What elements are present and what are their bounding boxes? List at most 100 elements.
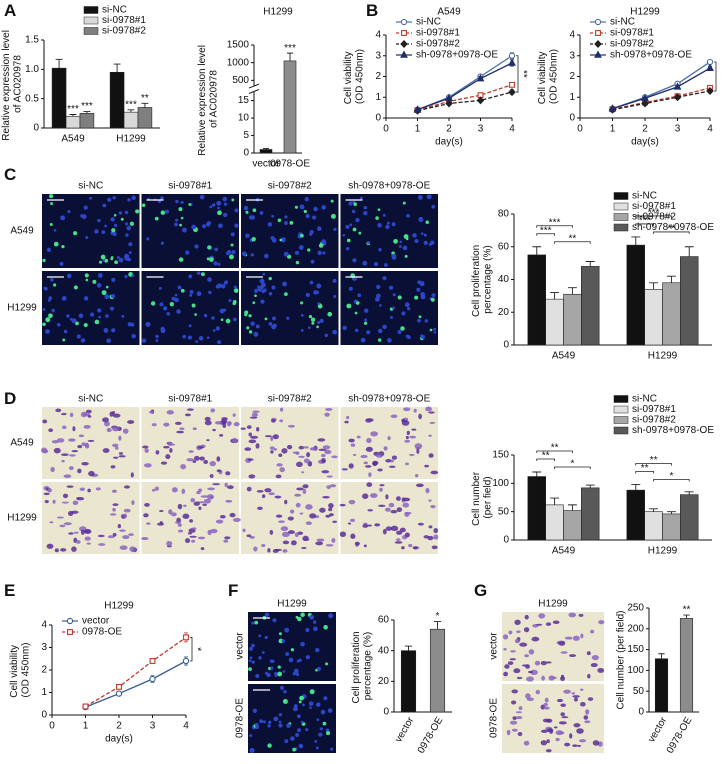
cell [417, 318, 421, 323]
y-axis-label: Cell viability (OD 450nm) [9, 642, 32, 698]
cell [294, 668, 299, 674]
y-tick-label: 0 [569, 113, 575, 124]
cell [207, 245, 212, 250]
cell [232, 437, 237, 443]
cell [427, 535, 434, 541]
cell [163, 422, 170, 427]
cell [128, 251, 132, 254]
cell [122, 535, 130, 540]
cell [94, 229, 99, 234]
cell [313, 626, 318, 632]
cell [179, 427, 185, 430]
cell [66, 314, 70, 318]
cell [144, 463, 152, 468]
cell [315, 702, 321, 707]
cell [318, 732, 323, 737]
cell [553, 726, 558, 729]
error-bar [666, 275, 676, 283]
significance: * [191, 647, 202, 651]
cell [322, 721, 327, 726]
cell [203, 313, 208, 318]
cell [339, 503, 346, 507]
cell [378, 248, 382, 252]
cell [355, 217, 360, 223]
y-axis-label: Cell viability (OD 450nm) [343, 49, 366, 105]
cell [123, 513, 127, 519]
marker [476, 96, 485, 105]
cell [382, 324, 387, 330]
cell [270, 435, 274, 442]
cell [118, 257, 124, 263]
cell [221, 284, 226, 289]
bar [644, 289, 663, 346]
error-bar [684, 491, 694, 495]
cell [210, 528, 218, 534]
cell [365, 418, 374, 422]
bar [527, 476, 546, 541]
cell [258, 656, 262, 660]
chart-title: A549 [437, 7, 461, 18]
legend-label: si-0978#1 [632, 404, 676, 415]
cell [306, 452, 311, 458]
cell [416, 448, 420, 454]
cell [171, 296, 176, 301]
cell [586, 651, 591, 656]
line [85, 636, 187, 708]
cell [254, 294, 257, 298]
marker [82, 703, 89, 710]
cell [577, 744, 581, 747]
cell [49, 521, 54, 524]
cell [216, 200, 222, 206]
cell [350, 533, 356, 539]
cell [317, 302, 320, 305]
cell [101, 230, 106, 235]
cell [339, 531, 347, 538]
cell [391, 253, 397, 259]
cell [294, 205, 298, 209]
cell [300, 301, 304, 305]
cell [342, 233, 346, 237]
cell [297, 728, 301, 733]
line [612, 90, 711, 111]
cell [267, 724, 271, 728]
cell [430, 470, 439, 475]
cell [386, 221, 390, 225]
cell [222, 196, 228, 202]
cell [253, 331, 259, 337]
marker [641, 93, 649, 102]
cell [418, 315, 422, 319]
cell [234, 223, 239, 228]
legend-label: si-NC [632, 394, 657, 405]
cell [124, 253, 130, 259]
legend-label: si-NC [610, 17, 635, 28]
cell [372, 461, 378, 467]
chart-title: H1299 [630, 7, 660, 18]
cell [103, 328, 109, 333]
cell [282, 698, 288, 704]
cell [78, 313, 84, 319]
cell [564, 742, 571, 747]
bar [581, 266, 600, 346]
cell [198, 336, 204, 341]
cell [159, 302, 164, 307]
cell [318, 243, 324, 248]
cell [328, 513, 334, 517]
cell [44, 286, 48, 291]
cell [309, 706, 312, 709]
cell [563, 689, 571, 694]
cell [178, 529, 184, 533]
cell [425, 220, 429, 224]
cell [305, 655, 310, 660]
cell [63, 329, 68, 334]
cell [259, 278, 265, 284]
cell [196, 271, 201, 275]
x-tick-label: 3 [478, 124, 484, 135]
error-bar [649, 282, 659, 290]
marker [673, 82, 682, 90]
significance: * [570, 459, 574, 470]
cell [275, 514, 283, 518]
y-tick-label: 0 [243, 148, 249, 159]
cell [415, 446, 422, 450]
cell [397, 329, 402, 335]
x-tick-label: 3 [675, 124, 681, 135]
